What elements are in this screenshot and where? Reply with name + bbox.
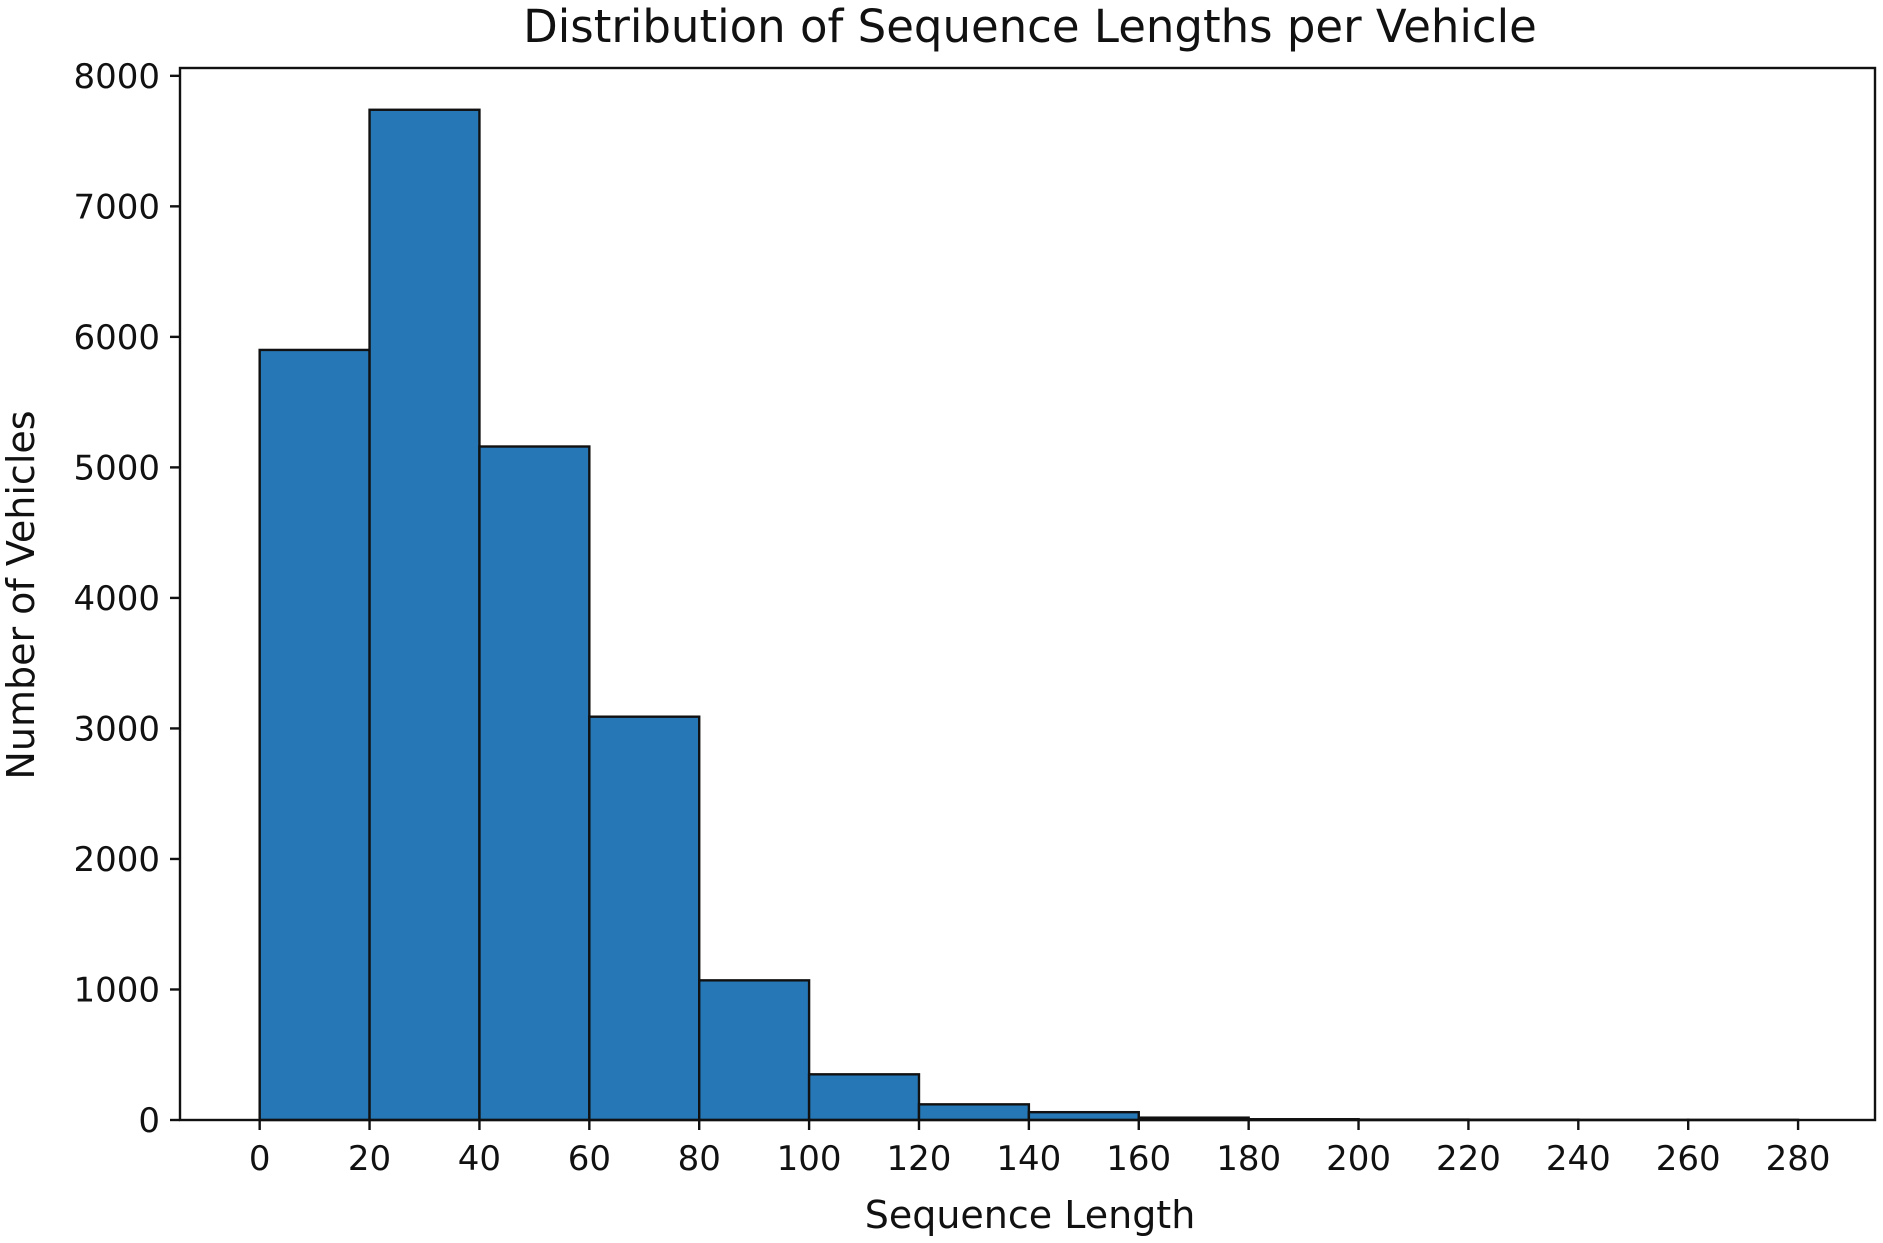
y-tick-label: 1000 <box>73 970 160 1010</box>
x-tick-label: 0 <box>249 1139 271 1179</box>
y-axis-label: Number of Vehicles <box>0 410 43 779</box>
x-tick-label: 200 <box>1326 1139 1391 1179</box>
x-tick-label: 280 <box>1766 1139 1831 1179</box>
y-tick-label: 2000 <box>73 840 160 880</box>
y-tick-label: 4000 <box>73 579 160 619</box>
x-tick-label: 20 <box>348 1139 391 1179</box>
y-tick-label: 0 <box>138 1101 160 1141</box>
x-tick-label: 40 <box>458 1139 501 1179</box>
x-tick-label: 100 <box>777 1139 842 1179</box>
x-tick-label: 220 <box>1436 1139 1501 1179</box>
histogram-bar-2 <box>478 445 591 1122</box>
x-tick-label: 120 <box>887 1139 952 1179</box>
histogram-bar-3 <box>588 715 701 1122</box>
x-axis-ticks: 0 20 40 60 80 100 120 140 160 180 200 220 240 260 280 <box>249 1120 1831 1179</box>
y-axis-ticks: 0 1000 2000 3000 4000 5000 6000 7000 8000 <box>73 57 180 1141</box>
x-tick-label: 240 <box>1546 1139 1611 1179</box>
histogram-bar-4 <box>698 979 811 1122</box>
x-tick-label: 180 <box>1216 1139 1281 1179</box>
y-tick-label: 8000 <box>73 57 160 97</box>
x-tick-label: 80 <box>678 1139 721 1179</box>
x-tick-label: 140 <box>996 1139 1061 1179</box>
x-tick-label: 160 <box>1106 1139 1171 1179</box>
x-axis-label: Sequence Length <box>865 1193 1196 1237</box>
bars-group <box>258 108 1800 1122</box>
plot-frame <box>178 66 1877 1122</box>
histogram-bar-1 <box>368 108 481 1122</box>
histogram-bar-0 <box>258 348 371 1122</box>
y-tick-label: 5000 <box>73 448 160 488</box>
y-tick-label: 7000 <box>73 187 160 227</box>
y-tick-label: 3000 <box>73 709 160 749</box>
x-tick-label: 260 <box>1656 1139 1721 1179</box>
y-tick-label: 6000 <box>73 318 160 358</box>
histogram-bar-5 <box>807 1073 921 1122</box>
histogram-bar-6 <box>917 1103 1031 1122</box>
chart-title: Distribution of Sequence Lengths per Veh… <box>523 0 1537 53</box>
x-tick-label: 60 <box>568 1139 611 1179</box>
